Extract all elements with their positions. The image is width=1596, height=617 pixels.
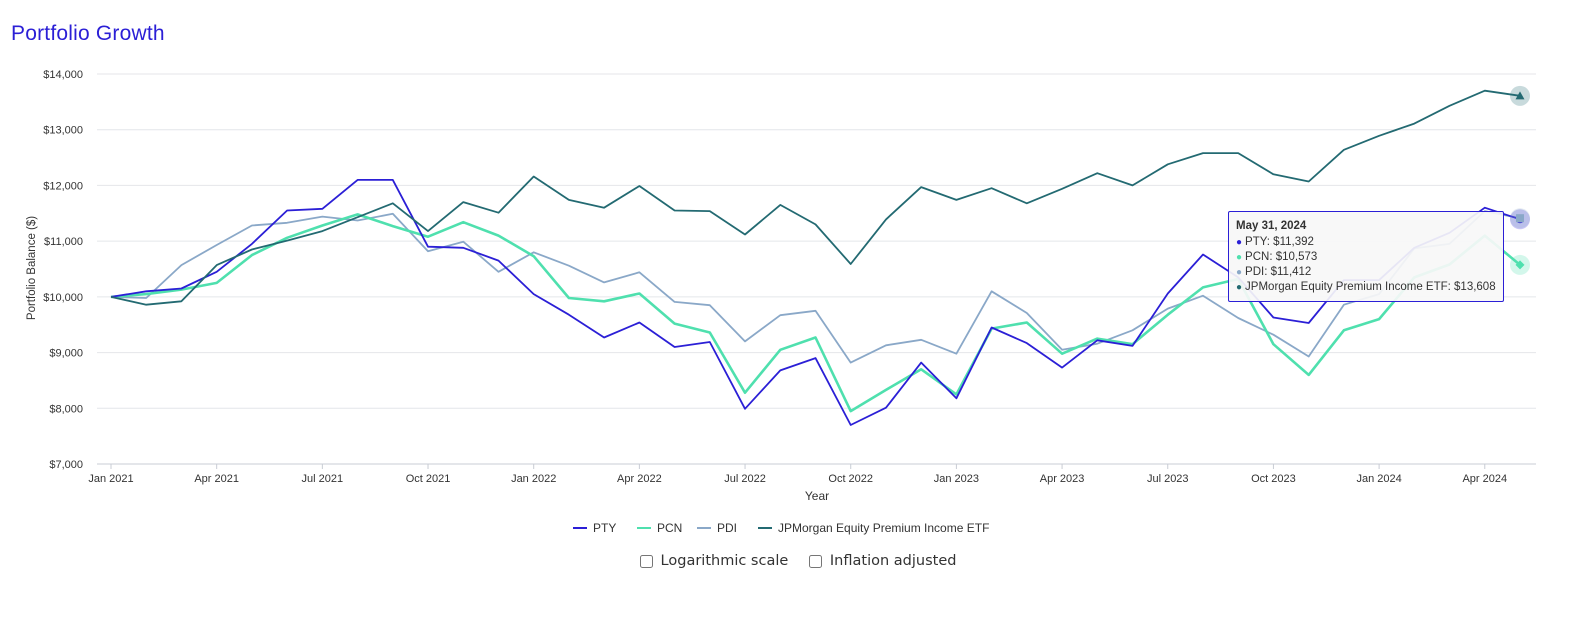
x-tick-label: Apr 2022: [617, 473, 662, 485]
y-tick-label: $10,000: [43, 292, 83, 304]
x-tick-label: Jul 2023: [1147, 473, 1189, 485]
y-tick-label: $14,000: [43, 69, 83, 81]
x-axis-ticks: Jan 2021 Apr 2021 Jul 2021 Oct 2021 Jan 2022…: [88, 464, 1507, 485]
dot-icon: ●: [1236, 282, 1243, 293]
chart-options: Logarithmic scale Inflation adjusted: [0, 553, 1596, 572]
series-line-pty: [110, 179, 1521, 426]
dot-icon: ●: [1236, 237, 1243, 248]
page-title: Portfolio Growth: [11, 22, 165, 45]
series-line-pcn: [110, 213, 1521, 413]
x-tick-label: Jul 2022: [724, 473, 766, 485]
tooltip-value: PTY: $11,392: [1245, 236, 1314, 248]
y-tick-label: $8,000: [49, 403, 83, 415]
y-tick-label: $9,000: [49, 348, 83, 360]
legend-label: PDI: [717, 521, 737, 535]
tooltip-value: JPMorgan Equity Premium Income ETF: $13,…: [1245, 281, 1496, 293]
series-line-jpmorgan-equity-premium-income-etf: [110, 89, 1521, 306]
end-marker-diamond: [1515, 260, 1525, 270]
x-tick-label: Apr 2024: [1462, 473, 1507, 485]
inflation-option[interactable]: Inflation adjusted: [808, 553, 957, 569]
hover-tooltip: May 31, 2024 ● PTY: $11,392 ● PCN: $10,573…: [1228, 211, 1504, 302]
y-axis-label: Portfolio Balance ($): [26, 216, 38, 320]
y-tick-label: $13,000: [43, 125, 83, 137]
end-marker-triangle: [1515, 91, 1525, 100]
legend-label: JPMorgan Equity Premium Income ETF: [778, 521, 989, 535]
x-tick-label: Jan 2023: [934, 473, 979, 485]
y-tick-label: $12,000: [43, 180, 83, 192]
log-scale-option[interactable]: Logarithmic scale: [639, 553, 789, 569]
inflation-label: Inflation adjusted: [829, 553, 957, 569]
tooltip-row-pdi: ● PDI: $11,412: [1236, 265, 1496, 280]
tooltip-row-pcn: ● PCN: $10,573: [1236, 250, 1496, 265]
x-tick-label: Apr 2023: [1040, 473, 1085, 485]
portfolio-growth-chart[interactable]: $7,000 $8,000 $9,000 $10,000 $11,000 $12,000 $…: [0, 0, 1596, 545]
tooltip-date: May 31, 2024: [1236, 220, 1307, 232]
y-tick-label: $11,000: [44, 236, 83, 248]
y-tick-label: $7,000: [49, 459, 83, 471]
dot-icon: ●: [1236, 252, 1243, 263]
x-tick-label: Apr 2021: [194, 473, 239, 485]
inflation-checkbox[interactable]: [808, 554, 822, 568]
y-axis-ticks: $7,000 $8,000 $9,000 $10,000 $11,000 $12,000 $…: [43, 69, 83, 471]
chart-legend: PTY PCN PDI JPMorgan Equity Premium Income …: [573, 521, 989, 535]
legend-label: PTY: [593, 521, 616, 535]
x-tick-label: Jan 2024: [1356, 473, 1401, 485]
tooltip-value: PDI: $11,412: [1245, 266, 1312, 278]
x-tick-label: Jul 2021: [302, 473, 344, 485]
x-tick-label: Oct 2023: [1251, 473, 1296, 485]
x-tick-label: Oct 2021: [406, 473, 451, 485]
legend-label: PCN: [657, 521, 682, 535]
x-tick-label: Oct 2022: [828, 473, 873, 485]
end-marker-square: [1516, 214, 1524, 223]
tooltip-row-pty: ● PTY: $11,392: [1236, 235, 1496, 250]
tooltip-value: PCN: $10,573: [1245, 251, 1318, 263]
dot-icon: ●: [1236, 267, 1243, 278]
x-axis-label: Year: [805, 489, 829, 503]
chart-series-lines: [110, 89, 1521, 426]
x-tick-label: Jan 2021: [88, 473, 133, 485]
log-scale-checkbox[interactable]: [639, 554, 653, 568]
log-scale-label: Logarithmic scale: [660, 553, 789, 569]
series-end-markers: [1510, 85, 1530, 275]
x-tick-label: Jan 2022: [511, 473, 556, 485]
tooltip-row-jepi: ● JPMorgan Equity Premium Income ETF: $13…: [1236, 280, 1496, 295]
